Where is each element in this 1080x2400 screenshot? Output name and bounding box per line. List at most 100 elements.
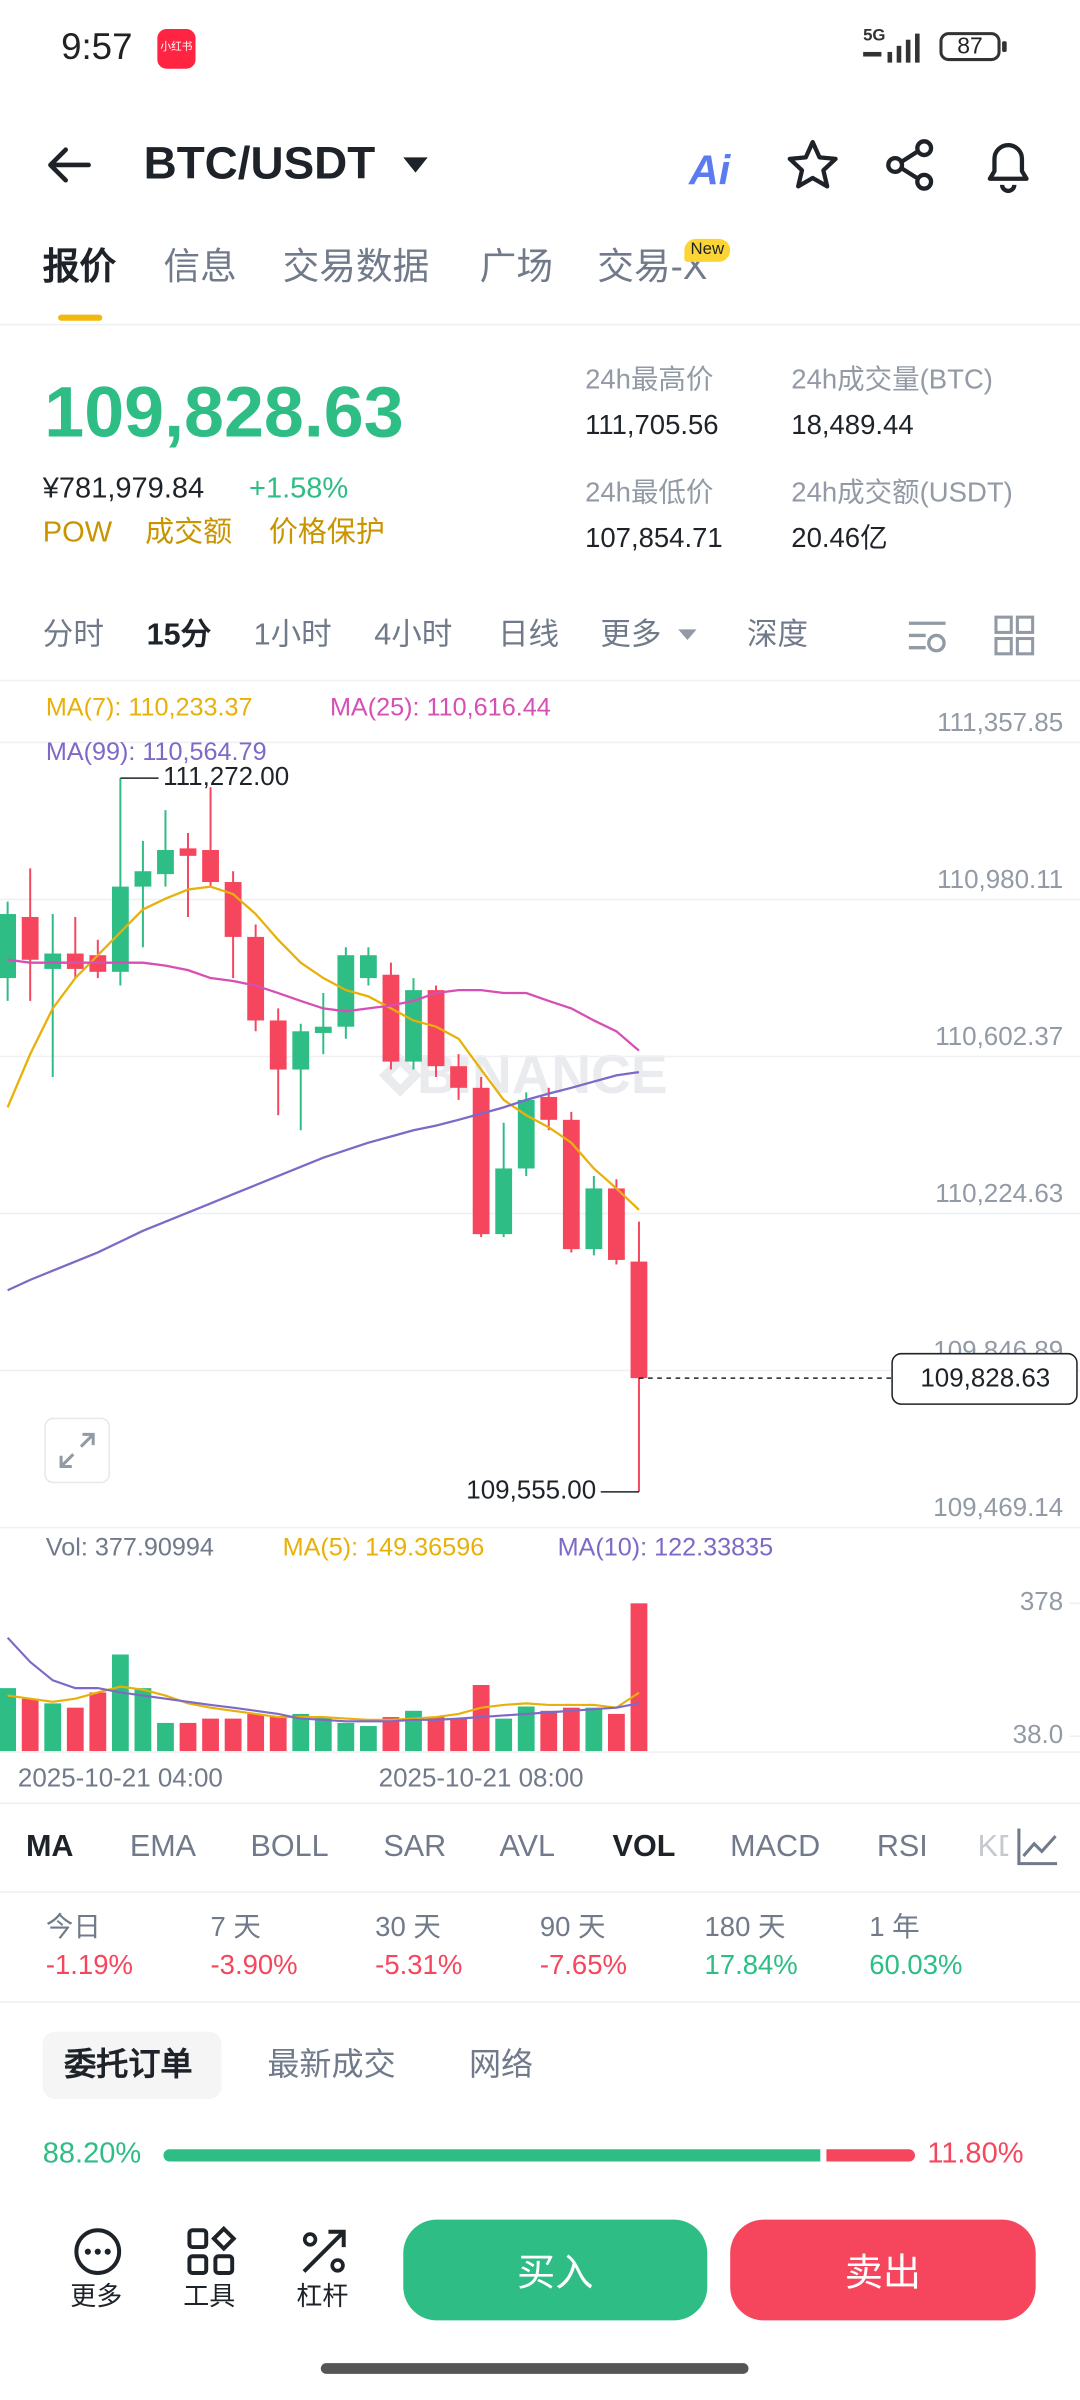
candle-body (585, 1188, 603, 1250)
stat-value: 20.46亿 (791, 522, 888, 554)
buy-button[interactable]: 买入 (403, 2219, 708, 2321)
period-label: 90 天 (539, 1911, 606, 1942)
period-label: 30 天 (375, 1911, 441, 1942)
pair-title[interactable]: BTC/USDT (143, 139, 376, 190)
stat-label: 24h最高价 (585, 363, 714, 395)
interval[interactable]: 15分 (146, 618, 212, 653)
tab[interactable]: 信息 (163, 246, 237, 289)
indicator[interactable]: EMA (129, 1830, 197, 1864)
indicator[interactable]: VOL (612, 1830, 676, 1864)
y-tick-label: 110,980.11 (937, 864, 1063, 894)
candle-body (427, 990, 445, 1067)
battery-level: 87 (957, 33, 983, 60)
candle-body (382, 974, 400, 1062)
notification-button[interactable] (981, 136, 1036, 194)
candle-body (247, 936, 265, 1021)
volume-bar (269, 1717, 287, 1752)
favorite-button[interactable] (785, 137, 840, 192)
indicator-settings[interactable] (1014, 1825, 1060, 1868)
pair-dropdown[interactable] (400, 153, 431, 177)
volume-bar (337, 1722, 355, 1752)
indicator[interactable]: MACD (730, 1830, 821, 1864)
period-change: 60.03% (869, 1949, 963, 1981)
volume-bar (314, 1717, 332, 1752)
chart-settings-button[interactable] (904, 614, 950, 657)
stat-label: 24h成交额(USDT) (791, 476, 1013, 508)
buy-ratio: 88.20% (42, 2138, 142, 2171)
volume-bar (585, 1707, 603, 1752)
more-icon[interactable] (72, 2226, 124, 2278)
tools-icon[interactable] (185, 2225, 237, 2278)
divider (0, 1891, 1080, 1893)
interval[interactable]: 日线 (497, 618, 560, 653)
app-badge: 小红书 (160, 42, 193, 54)
leverage-icon[interactable] (298, 2226, 350, 2278)
sell-button[interactable]: 卖出 (730, 2219, 1036, 2321)
buy-bar (163, 2149, 821, 2162)
tool-label[interactable]: 杠杆 (296, 2281, 349, 2311)
tag[interactable]: 成交额 (145, 517, 233, 550)
ai-button[interactable]: Ai (688, 147, 731, 194)
candle-body (111, 886, 129, 972)
candle-body (562, 1119, 580, 1250)
sell-ratio: 11.80% (927, 2138, 1024, 2171)
volume-bar (427, 1717, 445, 1752)
y-tick-label: 110,224.63 (935, 1178, 1063, 1208)
order-tab[interactable]: 网络 (468, 2047, 534, 2083)
candle-body (66, 953, 84, 969)
share-button[interactable] (883, 137, 938, 192)
volume-bar (405, 1710, 422, 1752)
period-label: 今日 (45, 1911, 101, 1942)
indicator[interactable]: KDJ (977, 1830, 1009, 1864)
interval[interactable]: 4小时 (374, 618, 453, 653)
volume-bar (608, 1713, 625, 1752)
stat-label: 24h最低价 (585, 476, 714, 508)
candle-body (495, 1168, 513, 1235)
volume-bar (382, 1717, 400, 1752)
interval[interactable]: 1小时 (253, 618, 332, 653)
order-tab[interactable]: 委托订单 (64, 2047, 193, 2083)
indicator[interactable]: RSI (876, 1830, 928, 1864)
period-label: 180 天 (704, 1911, 786, 1942)
period-change: 17.84% (704, 1949, 798, 1981)
tool-label[interactable]: 更多 (70, 2281, 123, 2311)
tab[interactable]: 交易数据 (282, 246, 430, 289)
volume-bar (202, 1718, 219, 1752)
candle-body (359, 955, 377, 979)
candle-body (224, 882, 242, 937)
back-button[interactable] (43, 141, 95, 193)
indicator[interactable]: BOLL (250, 1830, 329, 1864)
fullscreen-button[interactable] (44, 1417, 110, 1484)
tag[interactable]: POW (42, 517, 113, 550)
price-cny: ¥781,979.84 (42, 472, 205, 506)
y-tick-label: 110,602.37 (935, 1021, 1063, 1051)
tab[interactable]: 报价 (42, 246, 117, 289)
status-time: 9:57 (61, 26, 133, 69)
volume-bar (359, 1726, 377, 1752)
interval[interactable]: 分时 (42, 618, 104, 653)
tool-label[interactable]: 工具 (183, 2281, 236, 2311)
interval[interactable]: 深度 (746, 618, 809, 653)
volume-bar (179, 1722, 197, 1752)
volume-bar (540, 1710, 558, 1752)
candle-body (630, 1261, 648, 1379)
volume-bar (495, 1718, 513, 1752)
indicator[interactable]: MA (25, 1830, 74, 1864)
app-icon (157, 29, 196, 69)
ma-line (7, 1070, 640, 1292)
indicator[interactable]: AVL (499, 1830, 556, 1864)
legend-entry: MA(7): 110,233.37 (46, 693, 253, 721)
tab[interactable]: 广场 (479, 246, 553, 289)
tag[interactable]: 价格保护 (268, 517, 385, 550)
layout-button[interactable] (993, 614, 1036, 657)
indicator[interactable]: SAR (383, 1830, 447, 1864)
candle-body (157, 850, 174, 875)
more-dropdown[interactable] (675, 626, 699, 644)
order-tab[interactable]: 最新成交 (267, 2047, 396, 2083)
network-type: 5G (863, 26, 886, 45)
y-tick-label: 111,357.85 (937, 707, 1063, 737)
interval[interactable]: 更多 (600, 618, 662, 653)
candle-body (269, 1020, 287, 1070)
period-change: -1.19% (45, 1949, 133, 1981)
